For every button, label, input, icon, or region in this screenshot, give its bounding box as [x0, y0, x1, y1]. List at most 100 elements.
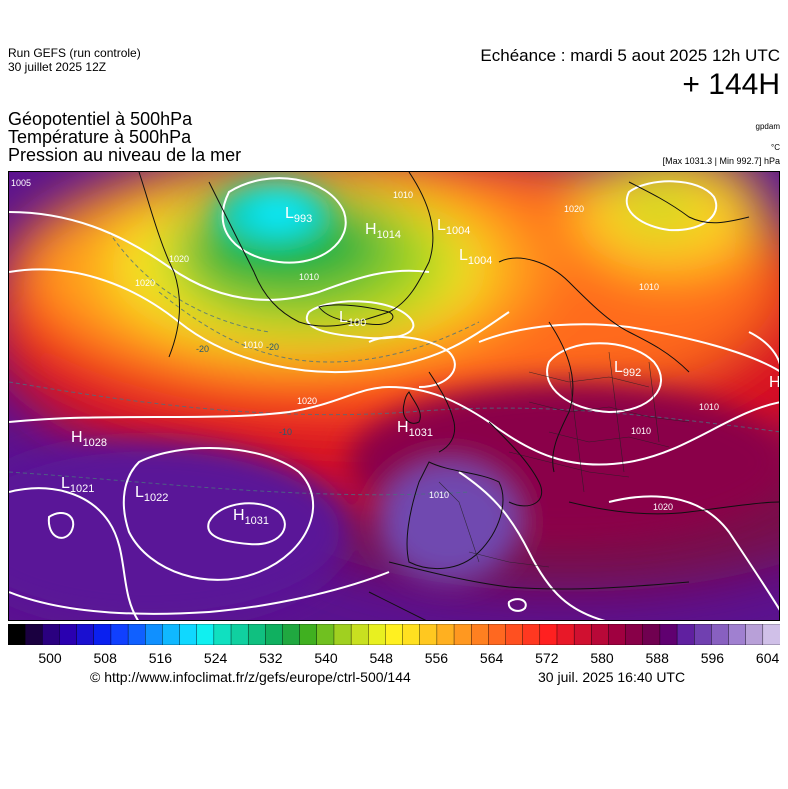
colorbar-tick-label: 556: [424, 650, 449, 666]
colorbar-tick-label: 564: [479, 650, 504, 666]
colorbar-tick-label: 596: [700, 650, 725, 666]
colorbar-swatch: [694, 624, 712, 645]
colorbar-swatch: [608, 624, 627, 645]
unit-temperature: °C: [771, 143, 780, 152]
temperature-label: -20: [196, 344, 209, 354]
colorbar-swatch: [453, 624, 472, 645]
colorbar-tick-label: 500: [38, 650, 62, 666]
colorbar-swatch: [213, 624, 232, 645]
colorbar-swatch: [711, 624, 730, 645]
pressure-center-low: L1022: [135, 484, 168, 504]
map-titles: Géopotentiel à 500hPa Température à 500h…: [8, 110, 241, 164]
isobar-label: 1005: [11, 178, 31, 188]
colorbar-swatch: [110, 624, 129, 645]
pressure-center-high: H1031: [233, 507, 269, 527]
country-borders: [438, 351, 690, 568]
isobar-label: 1010: [299, 272, 319, 282]
colorbar-swatch: [42, 624, 60, 645]
temperature-label: -20: [266, 342, 279, 352]
run-info: Run GEFS (run controle) 30 juillet 2025 …: [8, 46, 141, 74]
colorbar-tick-label: 540: [314, 650, 338, 666]
colorbar-swatch: [642, 624, 661, 645]
colorbar-swatch: [316, 624, 335, 645]
colorbar-swatch: [76, 624, 95, 645]
colorbar-swatch: [728, 624, 747, 645]
pressure-center-high: H1014: [365, 221, 401, 241]
colorbar-swatch: [556, 624, 575, 645]
colorbar-swatch: [145, 624, 163, 645]
colorbar-swatch: [8, 624, 26, 645]
source-url: © http://www.infoclimat.fr/z/gefs/europe…: [90, 669, 411, 685]
isobar-label: 1020: [564, 204, 584, 214]
pressure-center-low: L993: [285, 205, 312, 225]
pressure-center-low: L1004: [459, 247, 492, 267]
colorbar: [8, 624, 780, 645]
generated-time: 30 juil. 2025 16:40 UTC: [538, 669, 686, 685]
isobar-labels: 1005 1010 1010 1020 1020 1010 1020 1010 1020 1010…: [11, 178, 719, 512]
temperature-contours: [9, 231, 779, 496]
colorbar-swatch: [350, 624, 369, 645]
isobar-label: 1010: [393, 190, 413, 200]
weather-map-canvas: L993 H1014 L1004 L1004 L100 L992 H1028 H1031 L10…: [9, 172, 779, 620]
colorbar-swatch: [573, 624, 592, 645]
colorbar-swatch: [591, 624, 609, 645]
colorbar-swatch: [196, 624, 215, 645]
colorbar-swatches: [8, 624, 780, 645]
title-geopotential: Géopotentiel à 500hPa: [8, 109, 193, 129]
pressure-center-high: H1028: [71, 429, 107, 449]
colorbar-swatch: [162, 624, 181, 645]
colorbar-swatch: [127, 624, 146, 645]
title-temperature: Température à 500hPa: [8, 127, 192, 147]
colorbar-swatch: [436, 624, 455, 645]
run-name: Run GEFS (run controle): [8, 46, 141, 60]
title-pressure: Pression au niveau de la mer: [8, 145, 242, 165]
colorbar-tick-label: 572: [535, 650, 559, 666]
colorbar-swatch: [385, 624, 404, 645]
colorbar-swatch: [762, 624, 780, 645]
colorbar-swatch: [625, 624, 644, 645]
colorbar-swatch: [93, 624, 112, 645]
colorbar-swatch: [488, 624, 507, 645]
colorbar-swatch: [230, 624, 249, 645]
colorbar-tick-label: 588: [645, 650, 669, 666]
colorbar-swatch: [505, 624, 524, 645]
colorbar-swatch: [676, 624, 695, 645]
colorbar-swatch: [471, 624, 489, 645]
colorbar-swatch: [539, 624, 558, 645]
temperature-label: -10: [279, 427, 292, 437]
isobar-label: 1010: [639, 282, 659, 292]
isobar-label: 1010: [243, 340, 263, 350]
pressure-center-low: L1021: [61, 475, 94, 495]
colorbar-swatch: [745, 624, 764, 645]
colorbar-swatch: [522, 624, 541, 645]
colorbar-swatch: [333, 624, 352, 645]
weather-map: L993 H1014 L1004 L1004 L100 L992 H1028 H1031 L10…: [8, 171, 780, 621]
colorbar-tick-label: 580: [590, 650, 614, 666]
pressure-max-min: [Max 1031.3 | Min 992.7] hPa: [662, 156, 780, 166]
isobar-label: 1020: [169, 254, 189, 264]
colorbar-tick-label: 516: [148, 650, 173, 666]
colorbar-tick-label: 548: [369, 650, 393, 666]
colorbar-tick-label: 604: [755, 650, 780, 666]
geopotential-field: [9, 172, 779, 620]
lead-time: + 144H: [682, 68, 780, 101]
colorbar-swatch: [368, 624, 386, 645]
unit-geopotential: gpdam: [755, 122, 780, 131]
isobar-label: 1010: [699, 402, 719, 412]
pressure-center-low: L992: [614, 359, 641, 379]
colorbar-swatch: [265, 624, 283, 645]
isobar-label: 1010: [631, 426, 651, 436]
run-date: 30 juillet 2025 12Z: [8, 60, 107, 74]
pressure-center-low: L1004: [437, 217, 470, 237]
colorbar-swatch: [659, 624, 678, 645]
pressure-center-high: H1031: [397, 419, 433, 439]
colorbar-tick-label: 524: [203, 650, 228, 666]
isobar-label: 1020: [297, 396, 317, 406]
colorbar-swatch: [419, 624, 438, 645]
colorbar-swatch: [24, 624, 43, 645]
colorbar-swatch: [282, 624, 301, 645]
isobars: [9, 177, 779, 620]
colorbar-tick-label: 508: [93, 650, 117, 666]
isobar-label: 1010: [429, 490, 449, 500]
colorbar-swatch: [179, 624, 198, 645]
